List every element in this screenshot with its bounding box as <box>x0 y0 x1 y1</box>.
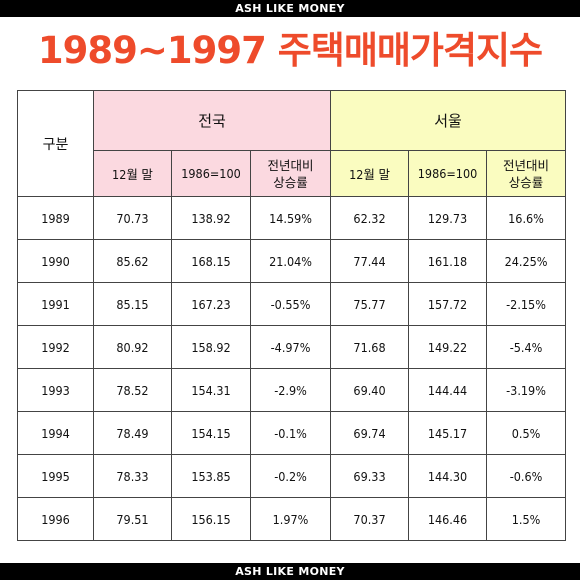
national-index-cell: 153.85 <box>171 454 251 498</box>
national-end-month-cell: 85.15 <box>93 282 172 326</box>
national-change-cell: 1.97% <box>249 497 332 541</box>
national-change-cell: -4.97% <box>249 325 332 369</box>
year-cell: 1992 <box>17 325 94 369</box>
national-index-cell: 168.15 <box>171 239 251 283</box>
seoul-change-cell: -0.6% <box>486 454 567 498</box>
seoul-index-cell: 144.30 <box>408 454 488 498</box>
bottom-brand-banner: ASH LIKE MONEY <box>0 563 580 580</box>
seoul-index-cell: 144.44 <box>408 368 488 412</box>
seoul-end-month-cell: 69.33 <box>330 454 410 498</box>
year-cell: 1990 <box>17 239 94 283</box>
table-row: 1989 70.73 138.92 14.59% 62.32 129.73 16… <box>17 196 567 240</box>
seoul-end-month-cell: 62.32 <box>330 196 410 240</box>
table-row: 1993 78.52 154.31 -2.9% 69.40 144.44 -3.… <box>17 368 567 412</box>
year-cell: 1993 <box>17 368 94 412</box>
price-index-table: 구분 전국 서울 12월 말 1986=100 전년대비 상승률 12월 말 19… <box>17 90 567 541</box>
national-end-month-cell: 80.92 <box>93 325 172 369</box>
table-row: 1994 78.49 154.15 -0.1% 69.74 145.17 0.5… <box>17 411 567 455</box>
table-row: 1991 85.15 167.23 -0.55% 75.77 157.72 -2… <box>17 282 567 326</box>
page-title: 1989~1997 주택매매가격지수 <box>37 29 543 72</box>
year-cell: 1995 <box>17 454 94 498</box>
col-header-seoul-end-month: 12월 말 <box>330 150 410 197</box>
national-end-month-cell: 79.51 <box>93 497 172 541</box>
seoul-index-cell: 149.22 <box>408 325 488 369</box>
national-index-cell: 154.31 <box>171 368 251 412</box>
seoul-change-cell: -2.15% <box>486 282 567 326</box>
col-header-seoul-change: 전년대비 상승률 <box>486 150 567 197</box>
group-header-national: 전국 <box>92 90 332 151</box>
header-row-columns: 12월 말 1986=100 전년대비 상승률 12월 말 1986=100 전년… <box>18 150 567 197</box>
seoul-end-month-cell: 75.77 <box>330 282 410 326</box>
national-change-cell: -0.55% <box>249 282 332 326</box>
year-cell: 1996 <box>17 497 94 541</box>
change-label-line2: 상승률 <box>273 174 308 190</box>
seoul-end-month-cell: 77.44 <box>330 239 410 283</box>
group-header-seoul: 서울 <box>330 90 567 151</box>
seoul-end-month-cell: 69.40 <box>330 368 410 412</box>
seoul-end-month-cell: 70.37 <box>330 497 410 541</box>
top-brand-banner: ASH LIKE MONEY <box>0 0 580 17</box>
col-header-national-change: 전년대비 상승률 <box>249 150 332 197</box>
seoul-change-cell: 1.5% <box>486 497 567 541</box>
seoul-index-cell: 157.72 <box>408 282 488 326</box>
national-end-month-cell: 78.49 <box>93 411 172 455</box>
seoul-change-cell: -5.4% <box>486 325 567 369</box>
col-header-national-end-month: 12월 말 <box>93 150 172 197</box>
seoul-index-cell: 145.17 <box>408 411 488 455</box>
national-index-cell: 154.15 <box>171 411 251 455</box>
national-change-cell: 21.04% <box>249 239 332 283</box>
col-header-national-base: 1986=100 <box>171 150 251 197</box>
national-end-month-cell: 85.62 <box>93 239 172 283</box>
change-label-line2: 상승률 <box>508 174 544 190</box>
table-row: 1990 85.62 168.15 21.04% 77.44 161.18 24… <box>17 239 567 283</box>
national-end-month-cell: 70.73 <box>93 196 172 240</box>
table-row: 1992 80.92 158.92 -4.97% 71.68 149.22 -5… <box>17 325 567 369</box>
national-change-cell: -0.2% <box>249 454 332 498</box>
national-end-month-cell: 78.33 <box>93 454 172 498</box>
table-row: 1995 78.33 153.85 -0.2% 69.33 144.30 -0.… <box>17 454 567 498</box>
seoul-change-cell: 16.6% <box>486 196 567 240</box>
table-row: 1996 79.51 156.15 1.97% 70.37 146.46 1.5… <box>17 497 567 541</box>
header-row-groups: 구분 전국 서울 <box>17 90 567 197</box>
national-change-cell: -2.9% <box>249 368 332 412</box>
national-change-cell: 14.59% <box>249 196 332 240</box>
seoul-index-cell: 129.73 <box>408 196 488 240</box>
seoul-index-cell: 146.46 <box>408 497 488 541</box>
year-cell: 1989 <box>17 196 94 240</box>
national-end-month-cell: 78.52 <box>93 368 172 412</box>
national-index-cell: 158.92 <box>171 325 251 369</box>
change-label-line1: 전년대비 <box>503 157 550 173</box>
seoul-end-month-cell: 71.68 <box>330 325 410 369</box>
national-index-cell: 156.15 <box>171 497 251 541</box>
change-label-line1: 전년대비 <box>267 157 314 173</box>
seoul-change-cell: 24.25% <box>486 239 567 283</box>
col-header-seoul-base: 1986=100 <box>408 150 488 197</box>
row-header-label: 구분 <box>17 90 94 197</box>
seoul-change-cell: 0.5% <box>486 411 567 455</box>
year-cell: 1991 <box>17 282 94 326</box>
seoul-change-cell: -3.19% <box>486 368 567 412</box>
national-index-cell: 138.92 <box>171 196 251 240</box>
national-index-cell: 167.23 <box>171 282 251 326</box>
seoul-end-month-cell: 69.74 <box>330 411 410 455</box>
year-cell: 1994 <box>17 411 94 455</box>
seoul-index-cell: 161.18 <box>408 239 488 283</box>
national-change-cell: -0.1% <box>249 411 332 455</box>
